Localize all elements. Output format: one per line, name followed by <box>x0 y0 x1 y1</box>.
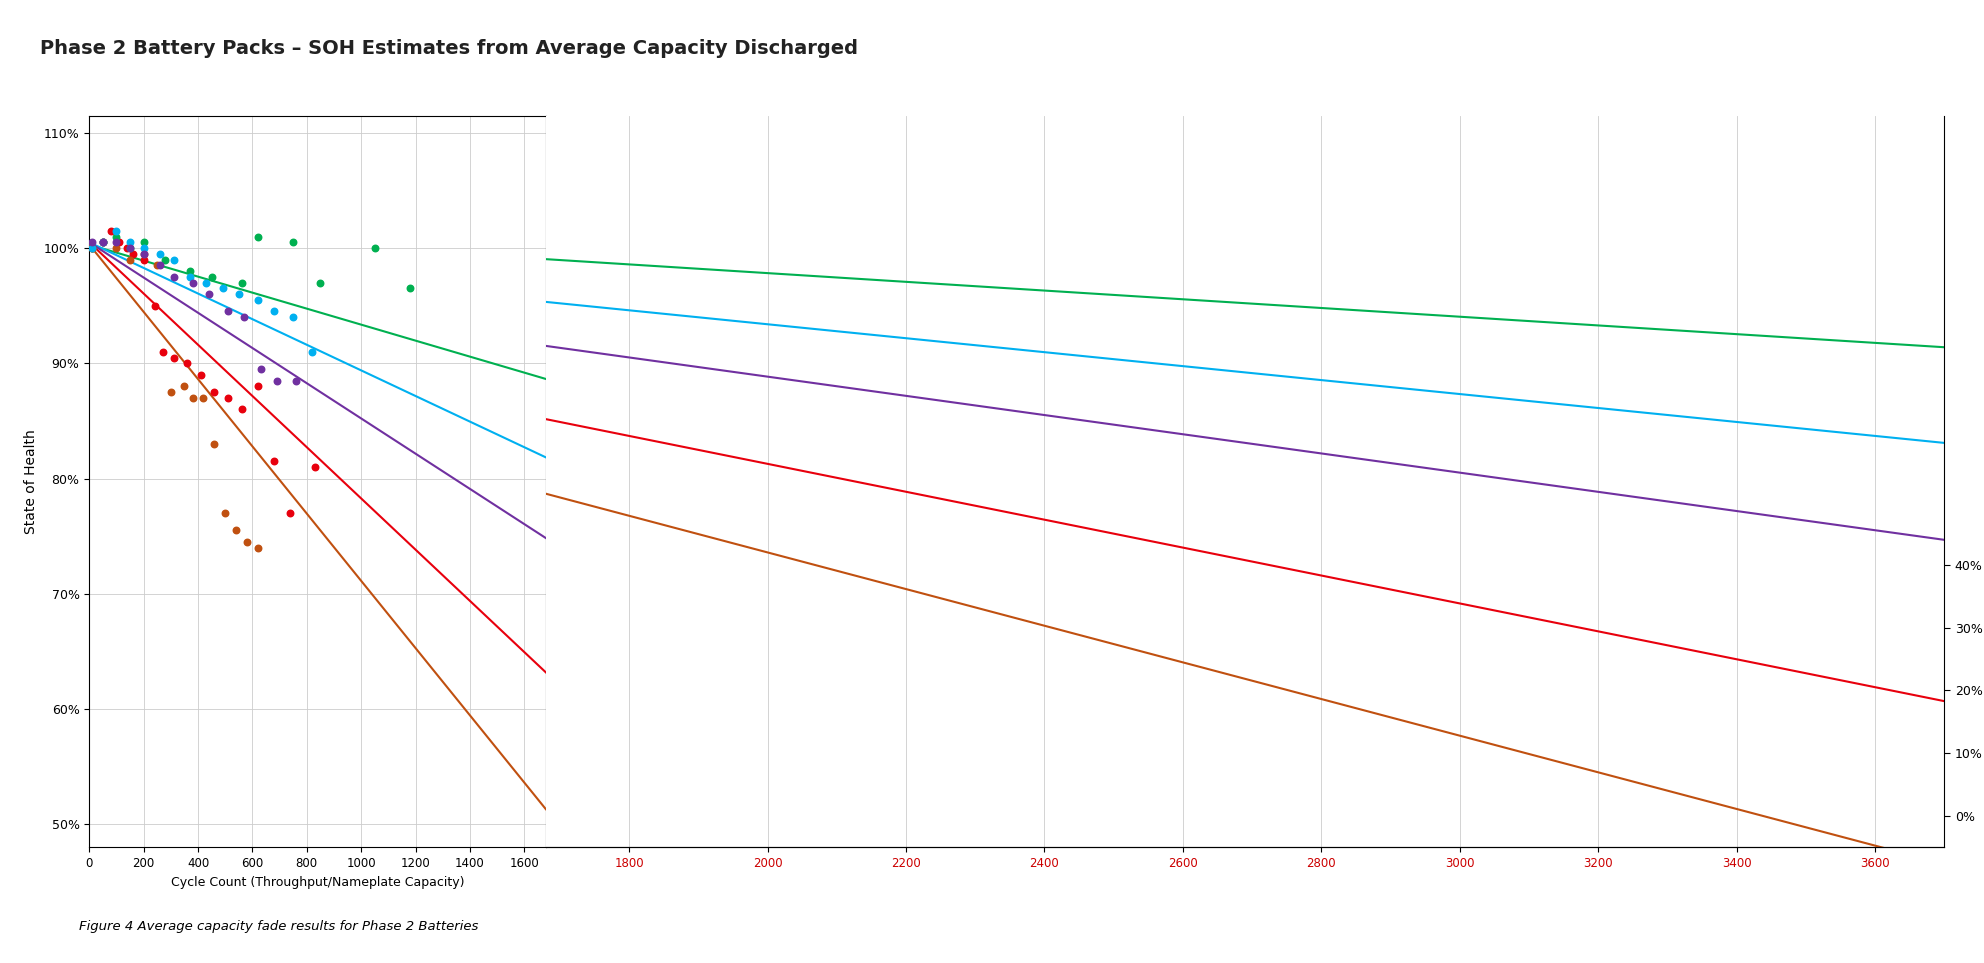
Y-axis label: State of Health: State of Health <box>24 429 38 534</box>
Point <box>196 270 228 285</box>
Point <box>212 390 244 405</box>
Point <box>87 235 119 250</box>
Point <box>103 235 135 250</box>
Point <box>115 235 147 250</box>
Point <box>75 241 107 256</box>
Point <box>242 540 274 556</box>
Point <box>395 281 427 297</box>
Point <box>95 223 127 239</box>
Point <box>220 523 252 538</box>
Point <box>210 506 242 521</box>
Point <box>101 235 133 250</box>
Point <box>127 247 159 262</box>
Point <box>101 241 133 256</box>
Point <box>147 344 179 359</box>
Point <box>192 287 224 302</box>
Point <box>127 235 159 250</box>
Point <box>101 229 133 245</box>
Point <box>115 241 147 256</box>
Point <box>244 361 276 377</box>
Point <box>101 223 133 239</box>
Point <box>75 235 107 250</box>
Point <box>242 229 274 245</box>
Point <box>262 373 294 388</box>
Point <box>175 270 206 285</box>
Point <box>87 235 119 250</box>
Point <box>304 275 335 291</box>
Point <box>206 281 238 297</box>
Point <box>258 303 290 319</box>
Point <box>228 309 260 325</box>
Point <box>127 247 159 262</box>
Point <box>274 506 306 521</box>
Point <box>212 303 244 319</box>
Point <box>111 241 143 256</box>
Point <box>242 292 274 307</box>
Point <box>127 252 159 268</box>
Point <box>115 241 147 256</box>
Point <box>198 436 230 452</box>
Point <box>127 241 159 256</box>
Point <box>198 384 230 400</box>
Point <box>145 247 177 262</box>
Point <box>75 241 107 256</box>
Point <box>157 252 188 268</box>
Point <box>230 534 262 550</box>
Point <box>157 270 188 285</box>
Point <box>222 287 254 302</box>
Text: Figure 4 Average capacity fade results for Phase 2 Batteries: Figure 4 Average capacity fade results f… <box>79 920 478 932</box>
Point <box>139 298 171 313</box>
Point <box>278 309 310 325</box>
X-axis label: Cycle Count (Throughput/Nameplate Capacity): Cycle Count (Throughput/Nameplate Capaci… <box>171 875 464 889</box>
Point <box>177 275 208 291</box>
Point <box>190 275 222 291</box>
Point <box>185 367 216 382</box>
Point <box>280 373 311 388</box>
Point <box>300 459 331 475</box>
Point <box>175 264 206 279</box>
Point <box>75 241 107 256</box>
Point <box>141 258 173 273</box>
Point <box>242 378 274 394</box>
Point <box>169 378 200 394</box>
Point <box>258 454 290 469</box>
Point <box>177 390 208 405</box>
Point <box>188 390 220 405</box>
Point <box>75 241 107 256</box>
Point <box>157 350 188 365</box>
Point <box>87 235 119 250</box>
Point <box>145 258 177 273</box>
Point <box>278 235 310 250</box>
Point <box>117 247 149 262</box>
Point <box>226 275 258 291</box>
Point <box>296 344 327 359</box>
Point <box>226 402 258 417</box>
Point <box>87 235 119 250</box>
Point <box>149 252 181 268</box>
Point <box>359 241 391 256</box>
Point <box>115 252 147 268</box>
Point <box>87 235 119 250</box>
Point <box>155 384 186 400</box>
Text: Phase 2 Battery Packs – SOH Estimates from Average Capacity Discharged: Phase 2 Battery Packs – SOH Estimates fr… <box>40 39 857 58</box>
Point <box>171 355 202 371</box>
